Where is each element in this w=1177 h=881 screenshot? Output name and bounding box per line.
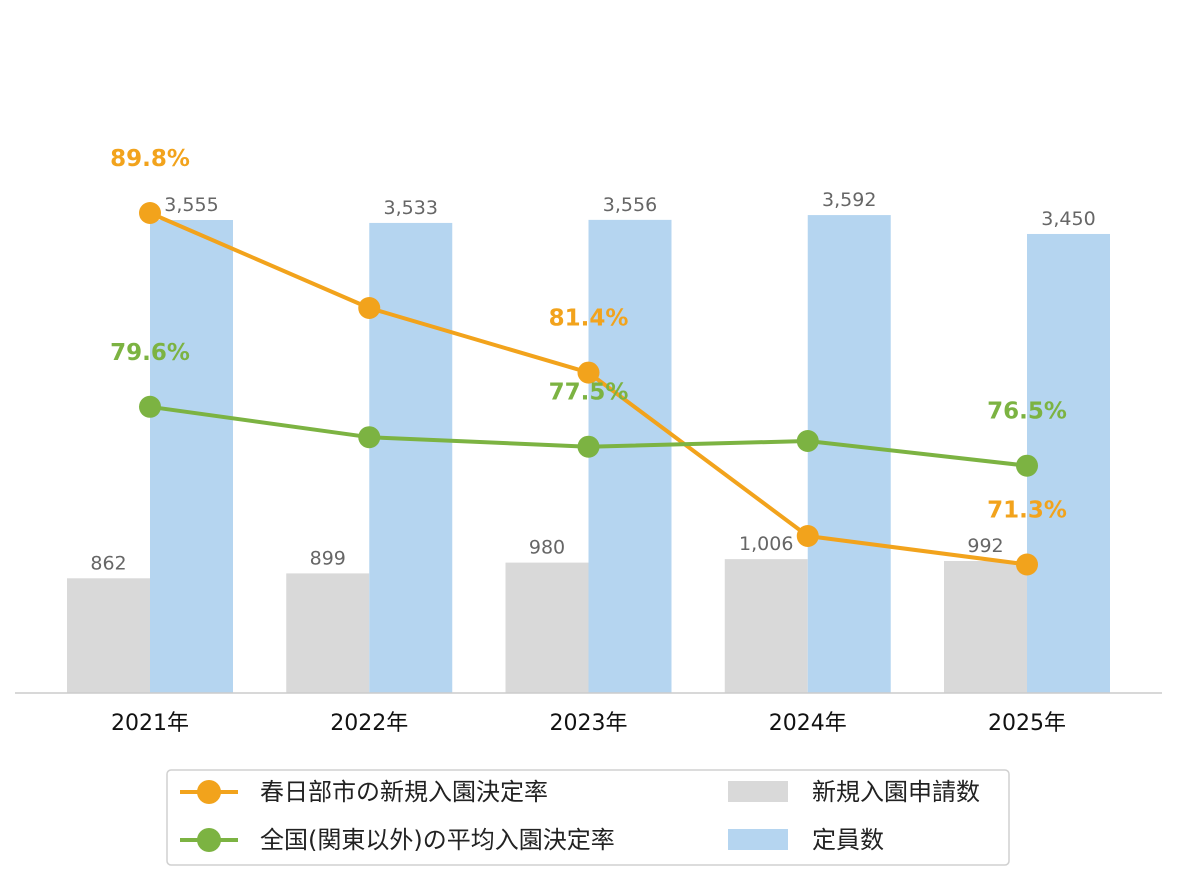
point-national	[1016, 454, 1038, 477]
point-kasukabe	[1016, 553, 1038, 576]
bar-applications	[505, 562, 589, 693]
point-national	[796, 430, 819, 452]
point-national	[577, 435, 600, 458]
bar-label-applications: 899	[310, 547, 346, 569]
point-label-national: 76.5%	[987, 399, 1067, 425]
point-label-kasukabe: 81.4%	[549, 306, 629, 332]
legend-label-kasukabe-rate: 春日部市の新規入園決定率	[260, 778, 548, 806]
bar-label-capacity: 3,592	[822, 189, 876, 211]
bar-applications	[67, 578, 150, 693]
bar-label-capacity: 3,556	[603, 194, 657, 216]
bar-label-applications: 980	[529, 537, 565, 559]
bar-applications	[944, 561, 1027, 693]
legend-marker-kasukabe	[197, 780, 221, 804]
legend-label-national-rate: 全国(関東以外)の平均入園決定率	[260, 826, 615, 854]
bar-label-applications: 1,006	[739, 533, 793, 555]
line-layer: 89.8% 81.4% 71.3% 79.6% 77.5% 76.5%	[110, 146, 1067, 576]
bar-capacity	[588, 219, 672, 693]
legend-box	[166, 769, 1010, 866]
point-label-kasukabe: 71.3%	[987, 498, 1067, 524]
x-axis-tick-labels: 2021年 2022年 2023年 2024年 2025年	[111, 711, 1066, 736]
bar-applications	[286, 573, 370, 693]
bar-applications	[724, 559, 808, 693]
point-label-kasukabe: 89.8%	[110, 146, 190, 172]
point-kasukabe	[577, 361, 600, 384]
point-kasukabe	[358, 297, 381, 319]
point-kasukabe	[139, 202, 161, 224]
legend-marker-national	[197, 828, 221, 852]
legend: 春日部市の新規入園決定率 全国(関東以外)の平均入園決定率 新規入園申請数 定員…	[166, 769, 1010, 866]
bar-label-applications: 992	[967, 535, 1003, 557]
legend-label-capacity: 定員数	[812, 826, 884, 854]
bar-label-applications: 862	[90, 552, 126, 574]
bar-label-capacity: 3,450	[1041, 208, 1095, 230]
bar-layer: 862 899 980 1,006 992 3,555 3,533 3,556 3,592 3,4…	[67, 189, 1110, 694]
bar-label-capacity: 3,555	[164, 194, 218, 216]
point-national	[139, 395, 161, 418]
bar-label-capacity: 3,533	[384, 197, 438, 219]
x-tick-label: 2023年	[550, 711, 628, 736]
legend-swatch-applications	[728, 781, 788, 802]
x-tick-label: 2025年	[988, 711, 1066, 736]
point-label-national: 79.6%	[110, 340, 190, 366]
bar-capacity	[1027, 233, 1110, 693]
point-kasukabe	[796, 525, 819, 547]
x-tick-label: 2021年	[111, 711, 189, 736]
point-national	[358, 426, 381, 449]
x-tick-label: 2022年	[330, 711, 408, 736]
legend-label-applications: 新規入園申請数	[812, 778, 980, 806]
bar-capacity	[369, 222, 453, 694]
bar-capacity	[807, 215, 891, 693]
point-label-national: 77.5%	[549, 380, 629, 406]
legend-swatch-capacity	[728, 829, 788, 850]
bar-capacity	[150, 220, 233, 693]
x-tick-label: 2024年	[769, 711, 847, 736]
